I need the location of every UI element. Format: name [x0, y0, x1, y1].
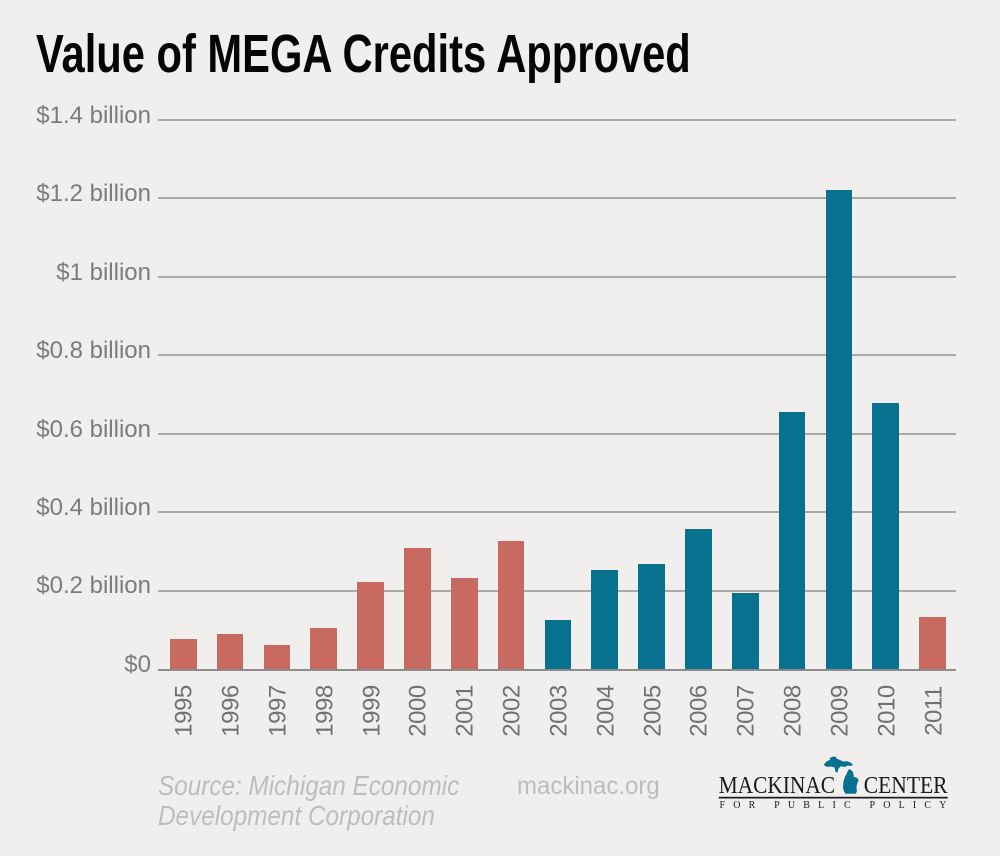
svg-text:CENTER: CENTER [864, 772, 948, 799]
svg-text:MACKINAC: MACKINAC [719, 772, 835, 799]
svg-text:FOR PUBLIC POLICY: FOR PUBLIC POLICY [720, 800, 947, 811]
